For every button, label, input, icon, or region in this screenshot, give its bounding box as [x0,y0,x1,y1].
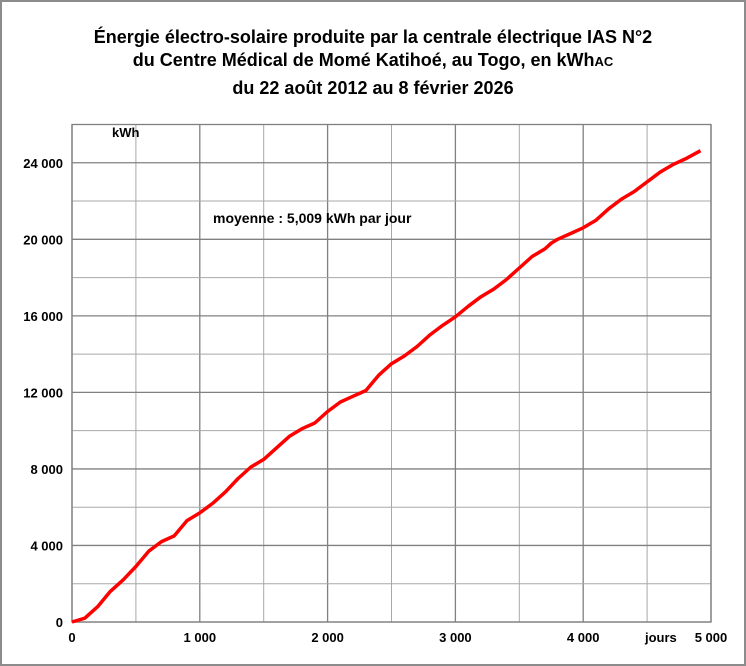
x-tick-label: 4 000 [567,630,600,645]
x-tick-label: 2 000 [311,630,344,645]
y-axis-label: kWh [112,125,140,140]
chart-title-line3: du 22 août 2012 au 8 février 2026 [232,78,514,98]
x-tick-label: 1 000 [184,630,217,645]
x-axis-label: jours [644,630,677,645]
y-tick-label: 16 000 [23,309,63,324]
series-line [71,149,702,624]
x-tick-label: 5 000 [695,630,728,645]
y-tick-label: 24 000 [23,156,63,171]
y-tick-label: 8 000 [30,462,63,477]
plot-area-border [71,123,712,623]
y-tick-label: 20 000 [23,232,63,247]
y-tick-label: 12 000 [23,385,63,400]
y-tick-label: 0 [56,615,63,630]
chart-title-line2: du Centre Médical de Momé Katihoé, au To… [0,50,746,71]
title-line2-sub: AC [594,54,614,69]
title-line2-text: du Centre Médical de Momé Katihoé, au To… [132,50,595,70]
x-tick-label: 0 [68,630,75,645]
average-annotation: moyenne : 5,009 kWh par jour [213,210,412,226]
y-tick-label: 4 000 [30,538,63,553]
chart-title-line1: Énergie électro-solaire produite par la … [93,27,653,47]
x-tick-label: 3 000 [439,630,472,645]
